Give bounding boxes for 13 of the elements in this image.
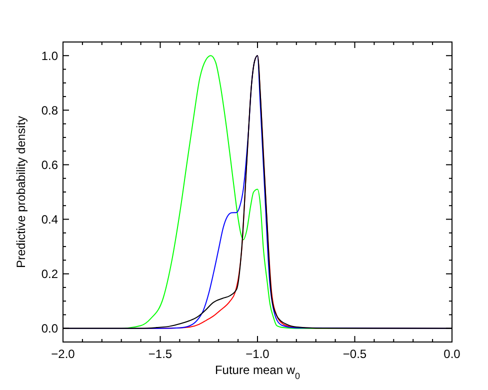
x-tick-label: −1.5 [148,347,172,361]
y-tick-label: 0.4 [41,212,58,226]
x-axis-title: Future mean w$_{0}$ [214,363,300,381]
x-tick-label: −2.0 [51,347,76,361]
x-tick-label: −1.0 [246,347,270,361]
x-tick-label: −0.5 [342,347,367,361]
y-tick-label: 0.6 [41,158,58,172]
x-tick-label: 0.0 [444,347,461,361]
y-tick-label: 0.8 [41,103,58,118]
y-axis-title: Predictive probability density [14,116,28,268]
y-tick-label: 0.0 [41,322,58,336]
y-tick-label: 0.2 [41,267,58,282]
y-tick-label: 1.0 [41,48,58,63]
